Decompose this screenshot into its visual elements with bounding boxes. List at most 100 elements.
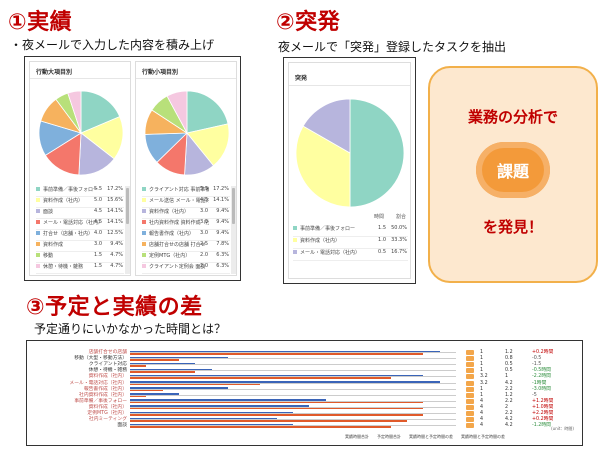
row-name: メール・電話対応（社内） [43, 220, 103, 226]
section3-title: ③予定と実績の差 [26, 295, 203, 320]
diff-hours: -0.5時間 [532, 368, 551, 374]
gantt-row-label: メール・電話対応（社内） [69, 380, 127, 386]
row-pct: 14.1% [107, 208, 123, 214]
plan-bar [130, 423, 293, 426]
pie-chart-minor [144, 90, 230, 176]
row-name: 社内資料作成 資料作成（社内） [149, 220, 209, 226]
row-pct: 7.8% [216, 241, 229, 247]
hand-icon [466, 362, 474, 368]
row-hours: 5.5 [94, 186, 102, 192]
hand-icon [466, 380, 474, 386]
gantt-row: 店舗打合せの店舗 1 1.2 +0.2時間 [27, 349, 582, 356]
gantt-row: 社内ミーティング 4 4.2 +0.2時間 [27, 416, 582, 423]
table-row: 資料作成（社内） 5.0 15.6% [36, 197, 124, 208]
gantt-row: 資料作成（社内） 3.2 1 -2.2時間 [27, 373, 582, 380]
hand-icon [466, 398, 474, 404]
table-row: 打合せ（店舗・社内） 4.0 12.5% [36, 230, 124, 241]
row-name: 事前準備／事後フォロー [43, 187, 99, 193]
pie-slice [80, 116, 124, 160]
pie-slice [186, 123, 230, 167]
diff-hours: +1.2時間 [532, 398, 554, 404]
actual-bar [130, 420, 408, 422]
table-row: 面談 4.5 14.1% [36, 208, 124, 219]
legend-item: 実績時間と予定時間の差 [409, 434, 453, 439]
table-row: 事前準備／事後フォロー 5.5 17.2% [36, 186, 124, 197]
row-pct: 17.2% [107, 186, 123, 192]
hand-icon [466, 368, 474, 374]
table-row: 店舗打合せの店舗 打合せ（社内）2.5 7.8% [142, 241, 230, 252]
card-action-major: 行動大項目別 事前準備／事後フォロー 5.5 17.2% 資料作成（社内） 5.0 15.… [29, 61, 131, 276]
actual-bar [130, 414, 424, 416]
plan-hours: 2.2 [505, 398, 513, 404]
row-hours: 3.0 [200, 230, 208, 236]
actual-hours: 3.2 [480, 374, 488, 380]
plan-bar [130, 356, 228, 359]
diff-hours: +0.2時間 [532, 350, 554, 355]
card-divider [30, 78, 130, 79]
gantt-legend: 実績時間合計 予定時間合計 実績時間と予定時間の差 実績時間と予定時間の差 [345, 434, 513, 440]
scrollbar[interactable] [231, 186, 236, 274]
row-name: メール・電話対応（社内） [300, 250, 360, 256]
row-name: 資料作成 [43, 242, 64, 248]
table-row: メール・電話対応（社内） 4.5 14.1% [36, 219, 124, 230]
gantt-row: 面談 4 4.2 -1.2時間 [27, 422, 582, 429]
section2-subtitle: 夜メールで「突発」登録したタスクを抽出 [278, 40, 507, 54]
row-name: クライアント対応 事前準備／事後フォロー [149, 187, 209, 193]
row-hours: 1.5 [94, 263, 102, 269]
gantt-track [130, 394, 456, 396]
plan-bar [130, 374, 424, 377]
plan-bar [130, 411, 293, 414]
actual-bar [130, 407, 424, 410]
row-name: 移動 [43, 253, 54, 259]
pie-slice [67, 90, 82, 134]
table-row: 休憩・待機・雑務 1.5 4.7% [36, 263, 124, 274]
plan-hours: 4.2 [505, 380, 513, 386]
legend-swatch [142, 187, 146, 191]
plan-hours: 0.5 [505, 362, 513, 368]
gantt-row-label: 面談 [117, 423, 127, 429]
row-hours: 3.0 [200, 219, 208, 225]
col-hours: 時間 [373, 214, 384, 220]
plan-bar [130, 368, 212, 371]
scrollbar[interactable] [125, 186, 130, 274]
table-row: 資料作成（社内） 3.0 9.4% [142, 208, 230, 219]
diff-hours: +1.0時間 [532, 404, 554, 410]
section2-title: ②突発 [276, 10, 341, 35]
gantt-rows: 店舗打合せの店舗 1 1.2 +0.2時間 移動（大型・移動方法） 1 0.8 -0.5 クライ… [27, 349, 582, 429]
table-major: 事前準備／事後フォロー 5.5 17.2% 資料作成（社内） 5.0 15.6% 面談 4.5… [36, 186, 124, 274]
actual-bar [130, 401, 424, 404]
diff-hours: -5 [532, 392, 537, 398]
diff-hours: +2.2時間 [532, 411, 554, 416]
row-pct: 4.7% [110, 263, 123, 269]
actual-bar [130, 377, 391, 379]
legend-swatch [36, 264, 40, 268]
legend-item: 予定時間合計 [377, 434, 401, 439]
plan-bar [130, 387, 228, 389]
gantt-row-label: 社内ミーティング [88, 417, 127, 423]
plan-bar [130, 381, 440, 383]
legend-swatch [142, 264, 146, 268]
diff-hours: -0.5 [532, 356, 542, 362]
diff-hours: -1時間 [532, 380, 547, 386]
gantt-row-label: 店舗打合せの店舗 [88, 350, 127, 355]
hand-icon [466, 374, 474, 380]
row-name: 報告書作成（社内） [149, 231, 195, 237]
plan-bar [130, 350, 440, 353]
actual-hours: 4 [480, 411, 484, 416]
actual-hours: 1 [480, 368, 484, 374]
gantt-row: 事前準備／事後フォロー 4 2.2 +1.2時間 [27, 398, 582, 405]
insight-callout: 業務の分析で 課題 を発見！ [428, 66, 598, 283]
card-sudden-title: 突発 [295, 75, 308, 82]
card-sudden: 突発 時間 割合 事前準備／事後フォロー 1.5 50.0% 資料作成（社内） 1.0 3… [288, 62, 411, 279]
scroll-thumb[interactable] [232, 188, 235, 224]
legend-swatch [142, 242, 146, 246]
hand-icon [466, 417, 474, 423]
row-hours: 3.0 [200, 208, 208, 214]
card-divider [136, 78, 236, 79]
scroll-thumb[interactable] [126, 188, 129, 224]
row-name: メール送信 メール・電話対応（社内） [149, 198, 209, 204]
row-hours: 2.0 [200, 263, 208, 269]
diff-hours: -1.2時間 [532, 423, 551, 429]
row-name: 定例MTG（社内） [149, 253, 191, 259]
gantt-track [130, 382, 456, 384]
